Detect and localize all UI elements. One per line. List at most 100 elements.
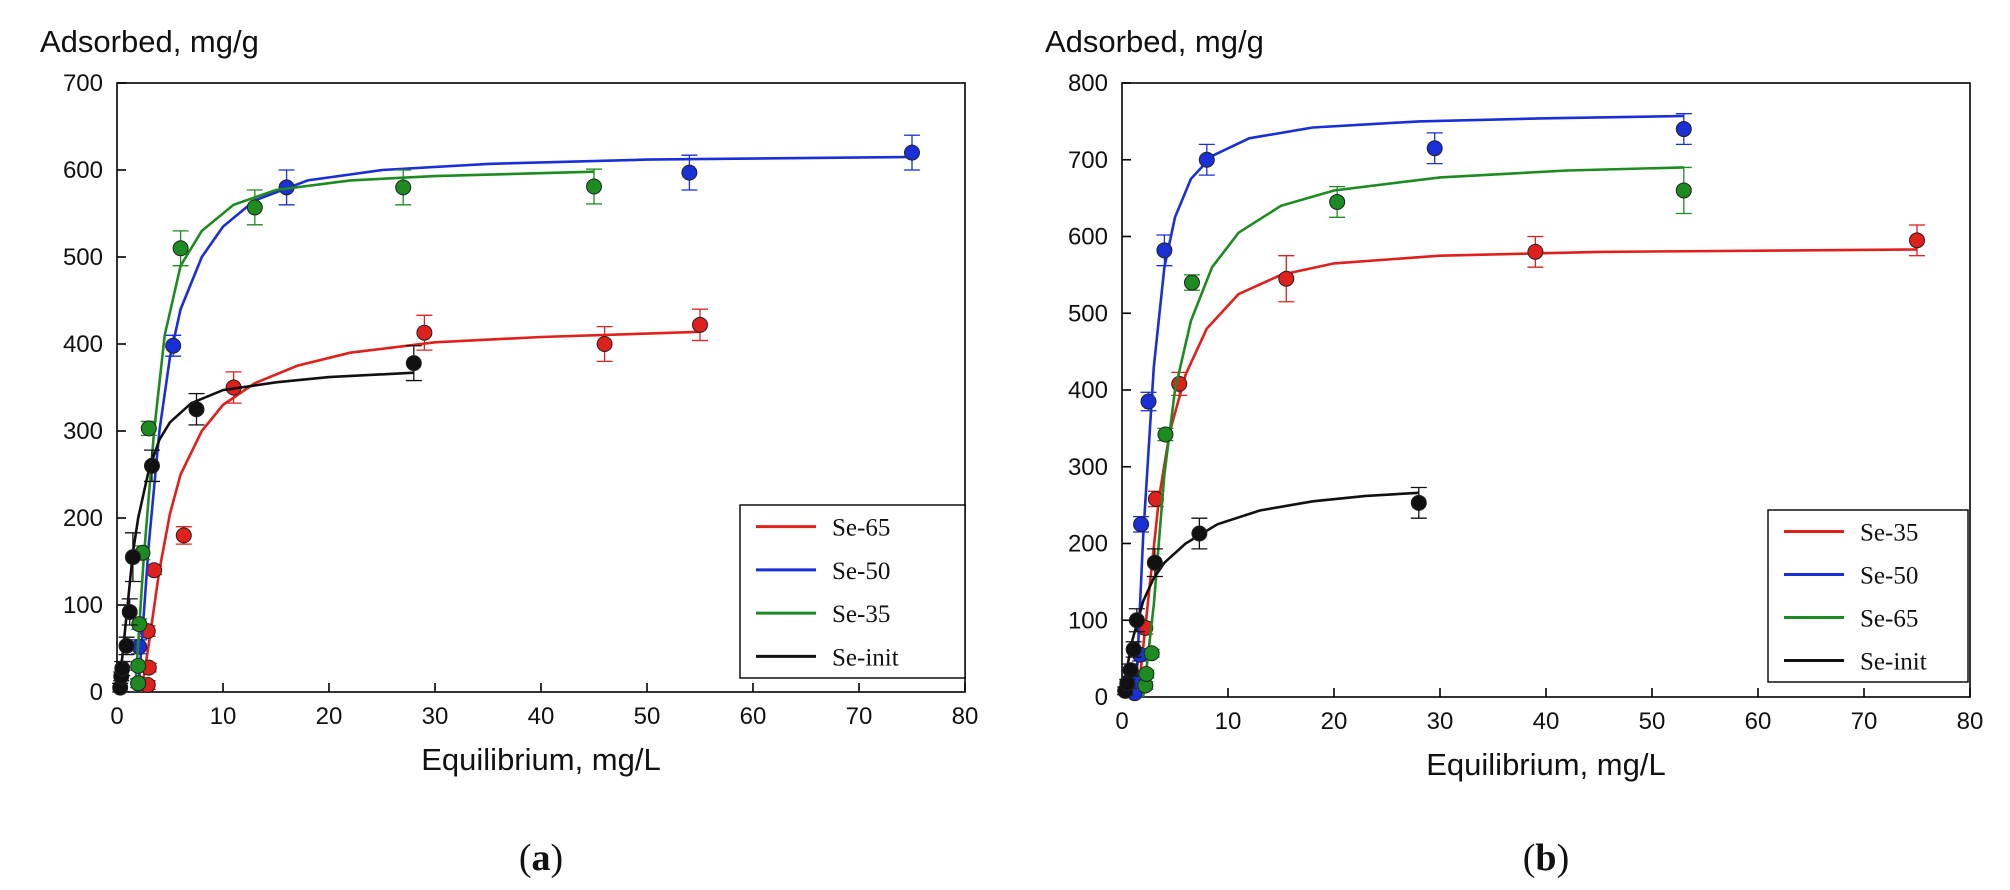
chart-a-xlabel: Equilibrium, mg/L xyxy=(421,742,660,777)
chart-a-svg: Adsorbed, mg/g 0 100 200 300 400 500 600 700 0 10 2… xyxy=(40,24,979,879)
chart-b-data-point xyxy=(1675,121,1692,138)
chart-a-fit-curve xyxy=(136,155,913,692)
chart-b-legend-label: Se-35 xyxy=(1860,520,1918,547)
chart-b-ytick-label: 0 xyxy=(1095,684,1108,711)
chart-b-data-point xyxy=(1133,516,1150,533)
chart-a-xtick-label: 50 xyxy=(634,703,661,730)
chart-b-xtick-label: 70 xyxy=(1851,708,1878,735)
chart-a-data-point xyxy=(143,457,160,474)
chart-a-ytick-label: 200 xyxy=(63,505,103,532)
chart-a-data-point xyxy=(130,657,147,674)
chart-a-series-se-init xyxy=(112,345,422,696)
chart-b-xtick-label: 10 xyxy=(1215,708,1242,735)
chart-b-data-point xyxy=(1426,140,1443,157)
chart-b-legend-label: Se-65 xyxy=(1860,606,1918,633)
chart-a-ytick-label: 600 xyxy=(63,157,103,184)
chart-b-data-point xyxy=(1909,232,1925,249)
chart-a-ytick-label: 0 xyxy=(90,679,103,706)
chart-b-data-point xyxy=(1157,426,1174,443)
chart-a-xtick-label: 80 xyxy=(952,703,979,730)
chart-a-xtick-label: 10 xyxy=(210,703,237,730)
chart-a-ytick-label: 400 xyxy=(63,331,103,358)
chart-a-data-point xyxy=(175,527,192,544)
chart-a-ytick-label: 100 xyxy=(63,592,103,619)
chart-b-ytick-label: 100 xyxy=(1068,607,1108,634)
chart-a-data-point xyxy=(395,179,412,196)
chart-b-legend-label: Se-init xyxy=(1860,649,1927,676)
chart-b-ytick-label: 300 xyxy=(1068,454,1108,481)
chart-a-xtick-label: 40 xyxy=(528,703,555,730)
chart-a-fit-curve xyxy=(140,330,701,692)
chart-b-fit-curve xyxy=(1141,166,1684,697)
chart-a-data-point xyxy=(121,603,138,620)
chart-b-data-point xyxy=(1143,645,1160,662)
chart-b-data-point xyxy=(1198,151,1215,168)
chart-b-data-point xyxy=(1410,494,1427,511)
chart-a-xtick-label: 70 xyxy=(846,703,873,730)
chart-b-xtick-label: 50 xyxy=(1639,708,1666,735)
chart-b-xtick-label: 20 xyxy=(1321,708,1348,735)
chart-a-data-point xyxy=(165,337,182,354)
chart-b-data-point xyxy=(1527,243,1544,260)
chart-a-ylabel: Adsorbed, mg/g xyxy=(40,24,259,59)
chart-b-xtick-label: 0 xyxy=(1115,708,1128,735)
chart-a-data-point xyxy=(586,178,602,195)
chart-b-ytick-label: 700 xyxy=(1068,147,1108,174)
chart-b-ytick-label: 500 xyxy=(1068,300,1108,327)
chart-b-fit-curve xyxy=(1134,114,1684,697)
chart-a-fit-curve xyxy=(133,170,595,692)
chart-b-xtick-label: 60 xyxy=(1745,708,1772,735)
chart-b-data-point xyxy=(1183,274,1200,291)
chart-b-data-point xyxy=(1191,525,1208,542)
chart-b-xtick-label: 80 xyxy=(1957,708,1984,735)
chart-a-data-point xyxy=(131,616,148,633)
chart-b-fit-curve xyxy=(1122,491,1419,697)
chart-b-data-point xyxy=(1138,665,1155,682)
chart-a-legend-label: Se-50 xyxy=(832,558,890,585)
chart-a-data-point xyxy=(130,675,147,692)
chart-b-fit-curve xyxy=(1136,248,1918,697)
chart-b-data-point xyxy=(1329,193,1346,210)
chart-b-xtick-label: 40 xyxy=(1533,708,1560,735)
chart-a-data-point xyxy=(681,164,698,181)
chart-b-ytick-label: 400 xyxy=(1068,377,1108,404)
chart-a-data-point xyxy=(146,562,163,579)
chart-a-legend-label: Se-35 xyxy=(832,601,890,628)
chart-a-xtick-label: 60 xyxy=(740,703,767,730)
chart-b-data-point xyxy=(1156,242,1173,259)
chart-b-ytick-label: 200 xyxy=(1068,531,1108,558)
chart-a-data-point xyxy=(596,336,613,352)
chart-a-data-point xyxy=(172,240,189,257)
chart-b-data-point xyxy=(1122,662,1139,679)
chart-a-data-point xyxy=(188,401,205,418)
chart-b-xlabel: Equilibrium, mg/L xyxy=(1426,747,1665,782)
chart-b-legend-label: Se-50 xyxy=(1860,563,1918,590)
chart-a-data-point xyxy=(140,420,157,437)
chart-a-data-point xyxy=(114,660,131,677)
chart-b-data-point xyxy=(1146,554,1163,571)
chart-a-ytick-label: 500 xyxy=(63,244,103,271)
chart-b-legend: Se-35 Se-50 Se-65 Se-init xyxy=(1767,509,1969,683)
chart-b-series-se-50 xyxy=(1126,113,1692,702)
chart-b-svg: Adsorbed, mg/g 0 100 200 300 400 500 600 700 800 0… xyxy=(1045,24,1984,879)
chart-b-ylabel: Adsorbed, mg/g xyxy=(1045,24,1264,59)
chart-a-legend: Se-65 Se-50 Se-35 Se-init xyxy=(739,504,966,679)
chart-b-xtick-label: 30 xyxy=(1427,708,1454,735)
chart-a-data-point xyxy=(124,549,141,566)
chart-b-series-se-65 xyxy=(1137,166,1692,697)
chart-b-data-point xyxy=(1125,641,1142,658)
chart-a-data-point xyxy=(405,355,422,372)
chart-a-caption: (a) xyxy=(519,837,563,879)
chart-b-series-se-init xyxy=(1117,486,1427,699)
chart-b-ytick-label: 600 xyxy=(1068,224,1108,251)
chart-a-xtick-label: 30 xyxy=(422,703,449,730)
chart-a-data-point xyxy=(692,316,708,333)
chart-a-series-se-65 xyxy=(139,308,708,694)
chart-b-data-point xyxy=(1128,612,1145,629)
chart-a-legend-box xyxy=(739,504,966,679)
chart-a-xtick-label: 20 xyxy=(316,703,343,730)
chart-panel-a: Adsorbed, mg/g 0 100 200 300 400 500 600 700 0 10 2… xyxy=(40,24,979,879)
chart-a-legend-label: Se-65 xyxy=(832,515,890,542)
chart-b-data-point xyxy=(1119,675,1136,692)
